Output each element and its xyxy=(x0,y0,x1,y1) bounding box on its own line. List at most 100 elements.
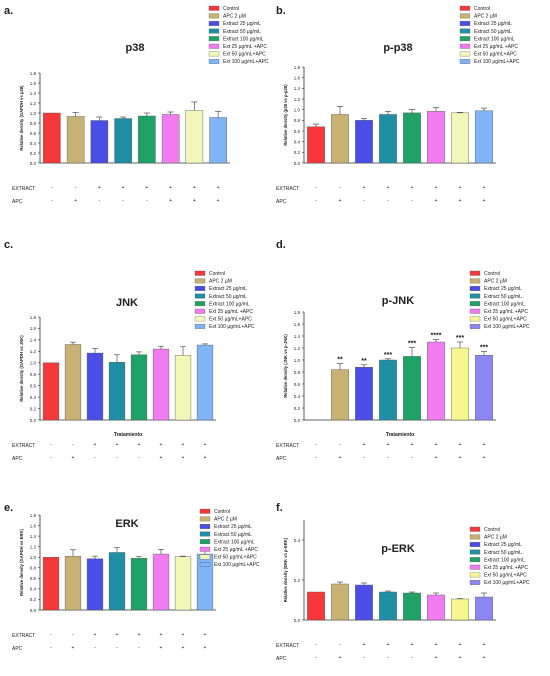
apc-mark: + xyxy=(169,198,172,204)
bar xyxy=(307,126,325,164)
panel-letter: c. xyxy=(4,239,13,251)
y-tick-label: 1.2 xyxy=(30,349,37,354)
legend-swatch xyxy=(469,278,481,284)
apc-mark: - xyxy=(411,455,413,461)
bar xyxy=(475,596,493,621)
bar xyxy=(86,558,104,611)
y-tick-label: 0.0 xyxy=(30,161,37,166)
legend-swatch xyxy=(459,13,471,19)
extract-row-label: EXTRACT xyxy=(276,186,299,192)
legend-swatch xyxy=(194,301,206,307)
bar xyxy=(138,115,156,164)
legend-swatch xyxy=(459,59,471,64)
extract-mark: + xyxy=(204,632,207,638)
bar xyxy=(451,598,469,621)
legend-label: APC 2 µM xyxy=(209,279,232,285)
extract-mark: - xyxy=(72,442,74,448)
legend-label: Extract 25 µg/mL xyxy=(484,542,522,548)
apc-mark: - xyxy=(116,645,118,651)
apc-mark: + xyxy=(459,655,462,661)
apc-mark: - xyxy=(99,198,101,204)
legend-label: Extract 25 µg/mL xyxy=(484,286,522,292)
apc-mark: - xyxy=(411,655,413,661)
extract-mark: + xyxy=(411,642,414,648)
bar xyxy=(108,552,126,611)
y-tick-label: 1.6 xyxy=(30,81,37,86)
apc-mark: + xyxy=(459,455,462,461)
legend-label: Ext 50 µg/mL+APC xyxy=(474,52,517,58)
apc-mark: - xyxy=(315,198,317,204)
panel-letter: b. xyxy=(276,5,286,17)
bar xyxy=(86,352,104,421)
significance-label: *** xyxy=(480,345,488,352)
extract-mark: - xyxy=(75,185,77,191)
bar xyxy=(130,558,148,611)
y-tick-label: 0.6 xyxy=(294,382,301,387)
extract-mark: + xyxy=(145,185,148,191)
extract-mark: + xyxy=(459,642,462,648)
bar xyxy=(475,355,493,421)
legend-swatch xyxy=(208,5,220,11)
apc-mark: - xyxy=(94,645,96,651)
y-tick-label: 1.8 xyxy=(30,315,37,320)
panel-letter: d. xyxy=(276,239,286,251)
legend-label: Ext 50 µg/mL+APC xyxy=(214,555,257,561)
extract-row-label: EXTRACT xyxy=(276,643,299,649)
legend-label: Extract 25 µg/mL xyxy=(474,21,512,27)
y-tick-label: 0.0 xyxy=(30,418,37,423)
extract-mark: - xyxy=(315,442,317,448)
bar xyxy=(355,584,373,621)
apc-mark: + xyxy=(459,198,462,204)
bar xyxy=(307,591,325,621)
extract-mark: + xyxy=(435,442,438,448)
extract-mark: - xyxy=(339,442,341,448)
y-axis-label: Relative density (ERK vs p-ERK) xyxy=(283,537,288,602)
apc-mark: + xyxy=(204,455,207,461)
apc-mark: - xyxy=(363,455,365,461)
apc-row-label: APC xyxy=(12,456,23,462)
apc-mark: - xyxy=(50,645,52,651)
legend-swatch xyxy=(199,524,211,529)
y-tick-label: 0.2 xyxy=(294,578,301,583)
apc-mark: - xyxy=(363,198,365,204)
apc-mark: + xyxy=(204,645,207,651)
y-tick-label: 1.6 xyxy=(30,523,37,528)
bar xyxy=(427,341,445,421)
legend-label: APC 2 µM xyxy=(474,14,497,20)
legend-swatch xyxy=(469,293,481,299)
legend-swatch xyxy=(194,270,206,276)
legend-swatch xyxy=(469,557,481,563)
significance-label: **** xyxy=(431,333,442,340)
bar xyxy=(451,347,469,421)
legend-swatch xyxy=(469,316,481,322)
legend-swatch xyxy=(199,539,211,545)
apc-mark: + xyxy=(483,655,486,661)
bar xyxy=(43,112,61,164)
y-tick-label: 0.4 xyxy=(30,141,37,146)
bar xyxy=(152,553,170,611)
extract-mark: + xyxy=(411,442,414,448)
extract-mark: + xyxy=(182,442,185,448)
bar xyxy=(355,120,373,164)
y-tick-label: 0.6 xyxy=(30,576,37,581)
y-tick-label: 1.0 xyxy=(30,361,37,366)
panel-letter: e. xyxy=(4,502,13,514)
y-tick-label: 1.6 xyxy=(294,75,301,80)
bar xyxy=(403,592,421,621)
extract-mark: - xyxy=(50,442,52,448)
y-tick-label: 0.2 xyxy=(294,150,301,155)
y-tick-label: 1.4 xyxy=(30,534,37,539)
y-axis-label: Relative density (GAPDH vs p38) xyxy=(19,85,24,151)
y-tick-label: 0.4 xyxy=(294,394,301,399)
extract-mark: + xyxy=(363,185,366,191)
y-tick-label: 0.2 xyxy=(30,151,37,156)
extract-mark: + xyxy=(122,185,125,191)
apc-mark: + xyxy=(339,655,342,661)
extract-mark: + xyxy=(193,185,196,191)
extract-mark: + xyxy=(182,632,185,638)
y-tick-label: 0.0 xyxy=(294,418,301,423)
bar xyxy=(427,111,445,164)
legend-swatch xyxy=(199,546,211,552)
y-tick-label: 1.2 xyxy=(30,101,37,106)
